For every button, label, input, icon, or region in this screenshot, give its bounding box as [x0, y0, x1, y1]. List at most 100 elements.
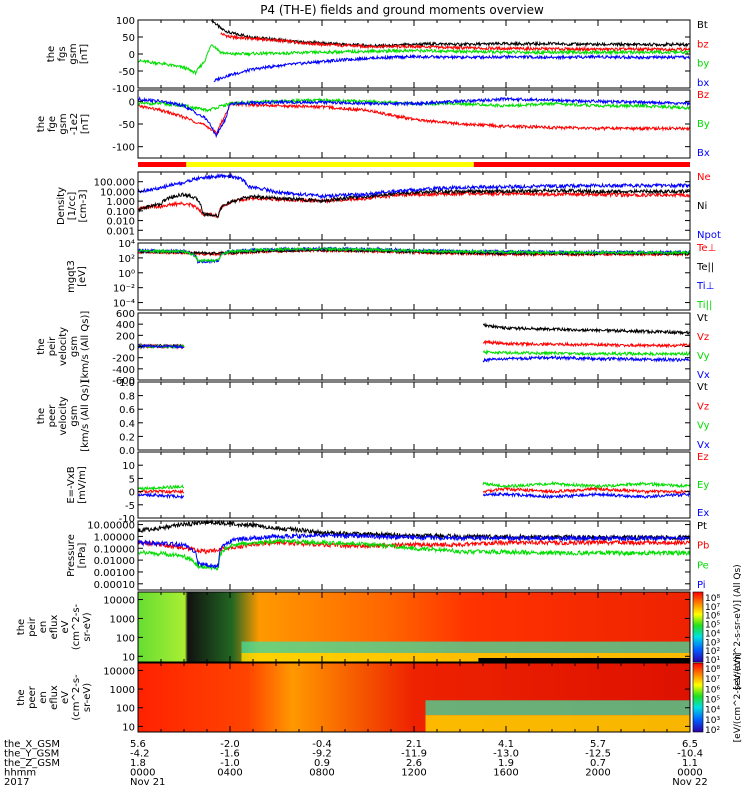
legend-entry: Te|| [696, 262, 714, 273]
spectrogram-band [241, 652, 690, 662]
y-axis-label: eflux [49, 685, 60, 710]
mode-bar-segment [473, 162, 690, 167]
y-tick-label: 10 [122, 461, 135, 472]
y-axis-label: [eV] [77, 266, 88, 287]
y-axis-label: sr-eV) [82, 683, 93, 712]
y-tick-label: 0.100 [106, 207, 135, 218]
y-axis-label: [nPa] [77, 542, 88, 568]
y-tick-label: 10 [122, 722, 135, 733]
y-axis-label: Pressure [66, 534, 77, 577]
panel-frame [137, 312, 691, 381]
y-axis-label: [nT] [79, 44, 90, 64]
series-line-Ey [137, 484, 185, 492]
x-axis-value: -10.4 [677, 749, 703, 760]
x-axis-value: -11.9 [401, 749, 427, 760]
x-axis-value: 5.6 [130, 739, 146, 750]
y-tick-label: 0.4 [119, 419, 135, 430]
x-axis-value: -12.5 [585, 749, 611, 760]
y-axis-label: [mV/m] [77, 466, 88, 504]
series-line-Ti|| [138, 246, 691, 264]
y-axis-label: [km/s (All Qs)] [80, 380, 91, 452]
y-axis-label: en [38, 621, 49, 634]
x-axis-annotation: the_X_GSM 5.6 -2.0 -0.4 2.1 4.1 5.7 6.5 the_Y_GS… [4, 739, 708, 788]
series-line-Bt [211, 18, 690, 49]
series-line-bx [213, 53, 691, 83]
x-axis-value: 2.1 [406, 739, 422, 750]
legend-entry: By [697, 119, 710, 130]
colorbar-tick-label: 10⁶ [705, 685, 720, 695]
y-tick-label: 0.00010 [94, 580, 135, 591]
legend-entry: Pe [697, 560, 709, 571]
legend-entry: Vx [697, 370, 710, 381]
y-tick-label: 100 [116, 16, 135, 27]
legend-entry: bz [697, 39, 709, 50]
colorbar-tick-label: 10⁶ [705, 612, 720, 622]
panel-frame [137, 381, 691, 451]
y-tick-label: 10.000 [100, 187, 135, 198]
panel-bfge: 0 -50 -100 the fge gsm -1e2 [nT] Bz By Bx [36, 89, 710, 159]
y-tick-label: 1000 [110, 614, 135, 625]
series-line-Bx [137, 96, 691, 139]
y-axis-label: fge [47, 116, 58, 132]
legend-entry: Ez [697, 452, 709, 463]
x-axis-row-label: the_X_GSM [4, 739, 60, 750]
x-axis-value: 0.9 [314, 758, 330, 769]
y-tick-label: -100 [112, 84, 135, 95]
legend-entry: Vx [697, 440, 710, 451]
x-axis-value: 2000 [585, 768, 610, 779]
y-tick-label: 10 [122, 652, 135, 663]
y-tick-label: -400 [112, 365, 135, 376]
colorbar-label: [eV/(cm^2-s-sr-eV)] (All Qs) [733, 564, 743, 689]
y-tick-label: 0.2 [119, 432, 135, 443]
y-tick-label: 1.0 [119, 378, 135, 389]
series-line-Vz [482, 339, 691, 349]
panel-peer_vel: 1.0 0.8 0.6 0.4 0.2 0.0 the peer velocity gsm [km/… [36, 378, 710, 457]
y-tick-label: 0 [129, 97, 135, 108]
x-axis-row-label: hhmm [4, 768, 36, 779]
series-line-Bz [138, 101, 691, 137]
x-axis-row-label: the_Y_GSM [4, 749, 59, 760]
panel-pressure: 10.000001.000000.100000.010000.001000.00… [66, 519, 709, 591]
y-tick-label: 10⁴ [118, 239, 135, 250]
y-axis-label: velocity [58, 327, 69, 366]
y-axis-label: peir [27, 616, 38, 636]
y-tick-label: 0.010 [106, 217, 135, 228]
spectrogram-band [425, 700, 690, 716]
x-axis-value: -0.4 [312, 739, 332, 750]
colorbar-tick-label: 10⁴ [705, 706, 720, 716]
legend-entry: Te⊥ [696, 243, 716, 254]
y-tick-label: -10 [119, 514, 135, 525]
panel-frame [137, 171, 691, 241]
series-line-Vx [137, 343, 185, 350]
y-tick-label: -5 [125, 501, 135, 512]
x-axis-value: 1200 [401, 768, 426, 779]
mode-bar-segment [138, 162, 187, 167]
y-tick-label: -50 [119, 120, 135, 131]
x-axis-value: 1.1 [682, 758, 698, 769]
y-tick-label: 0.8 [119, 392, 135, 403]
colorbar-label: [eV/(cm^2-s-sr-eV)] [733, 653, 743, 743]
legend-entry: by [697, 59, 709, 70]
x-axis-value: 0800 [309, 768, 334, 779]
y-axis-label: the [36, 116, 47, 132]
panel-temp: 10⁴ 10² 10⁰ 10⁻² 10⁻⁴ mgqt3 [eV] Te⊥ Te|| Ti⊥ Ti|| [66, 239, 716, 311]
x-axis-value: -1.0 [220, 758, 240, 769]
spectrogram-band [241, 641, 690, 653]
y-axis-label: eflux [49, 615, 60, 640]
y-axis-label: peer [47, 404, 58, 428]
legend-entry: bx [697, 78, 709, 89]
colorbar-tick-label: 10⁵ [705, 696, 720, 706]
colorbar-tick-label: 10³ [705, 716, 720, 726]
series-line-Ez [482, 485, 691, 495]
y-axis-label: velocity [58, 396, 69, 435]
colorbar-peir_spec [692, 591, 704, 663]
colorbar-tick-label: 10³ [705, 638, 720, 648]
y-tick-label: 0.01000 [94, 556, 135, 567]
series-line-Pi [137, 532, 691, 570]
y-tick-label: 0.10000 [94, 544, 135, 555]
y-axis-label: en [38, 691, 49, 704]
x-axis-value: 0000 [130, 768, 155, 779]
y-axis-label: Density [56, 187, 67, 225]
y-tick-label: -600 [112, 376, 135, 387]
